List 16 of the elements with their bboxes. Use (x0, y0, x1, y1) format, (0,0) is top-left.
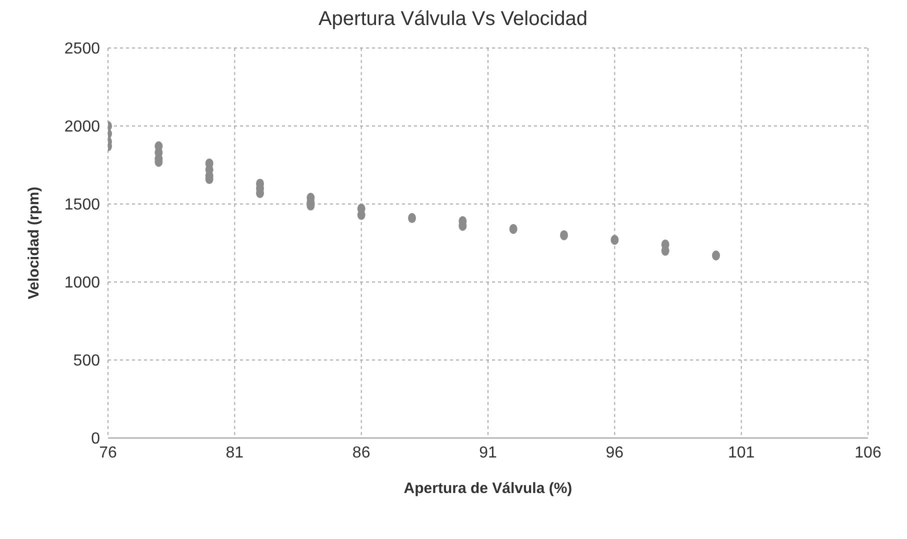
y-tick-label: 2000 (64, 118, 100, 136)
x-tick-label: 86 (352, 444, 370, 462)
y-tick-label: 0 (91, 430, 100, 448)
y-axis-title: Velocidad (rpm) (25, 186, 42, 300)
x-tick-label: 106 (854, 444, 882, 462)
y-tick-label: 1000 (64, 274, 100, 292)
y-tick-label: 1500 (64, 196, 100, 214)
x-tick-label: 91 (479, 444, 497, 462)
chart-title: Apertura Válvula Vs Velocidad (317, 8, 589, 32)
y-tick-label: 2500 (64, 40, 100, 58)
x-axis-title: Apertura de Válvula (%) (404, 480, 572, 497)
x-tick-label: 101 (728, 444, 755, 462)
x-tick-label: 96 (606, 444, 624, 462)
x-tick-label: 76 (99, 444, 117, 462)
x-tick-label: 81 (226, 444, 244, 462)
y-tick-label: 500 (73, 352, 100, 370)
